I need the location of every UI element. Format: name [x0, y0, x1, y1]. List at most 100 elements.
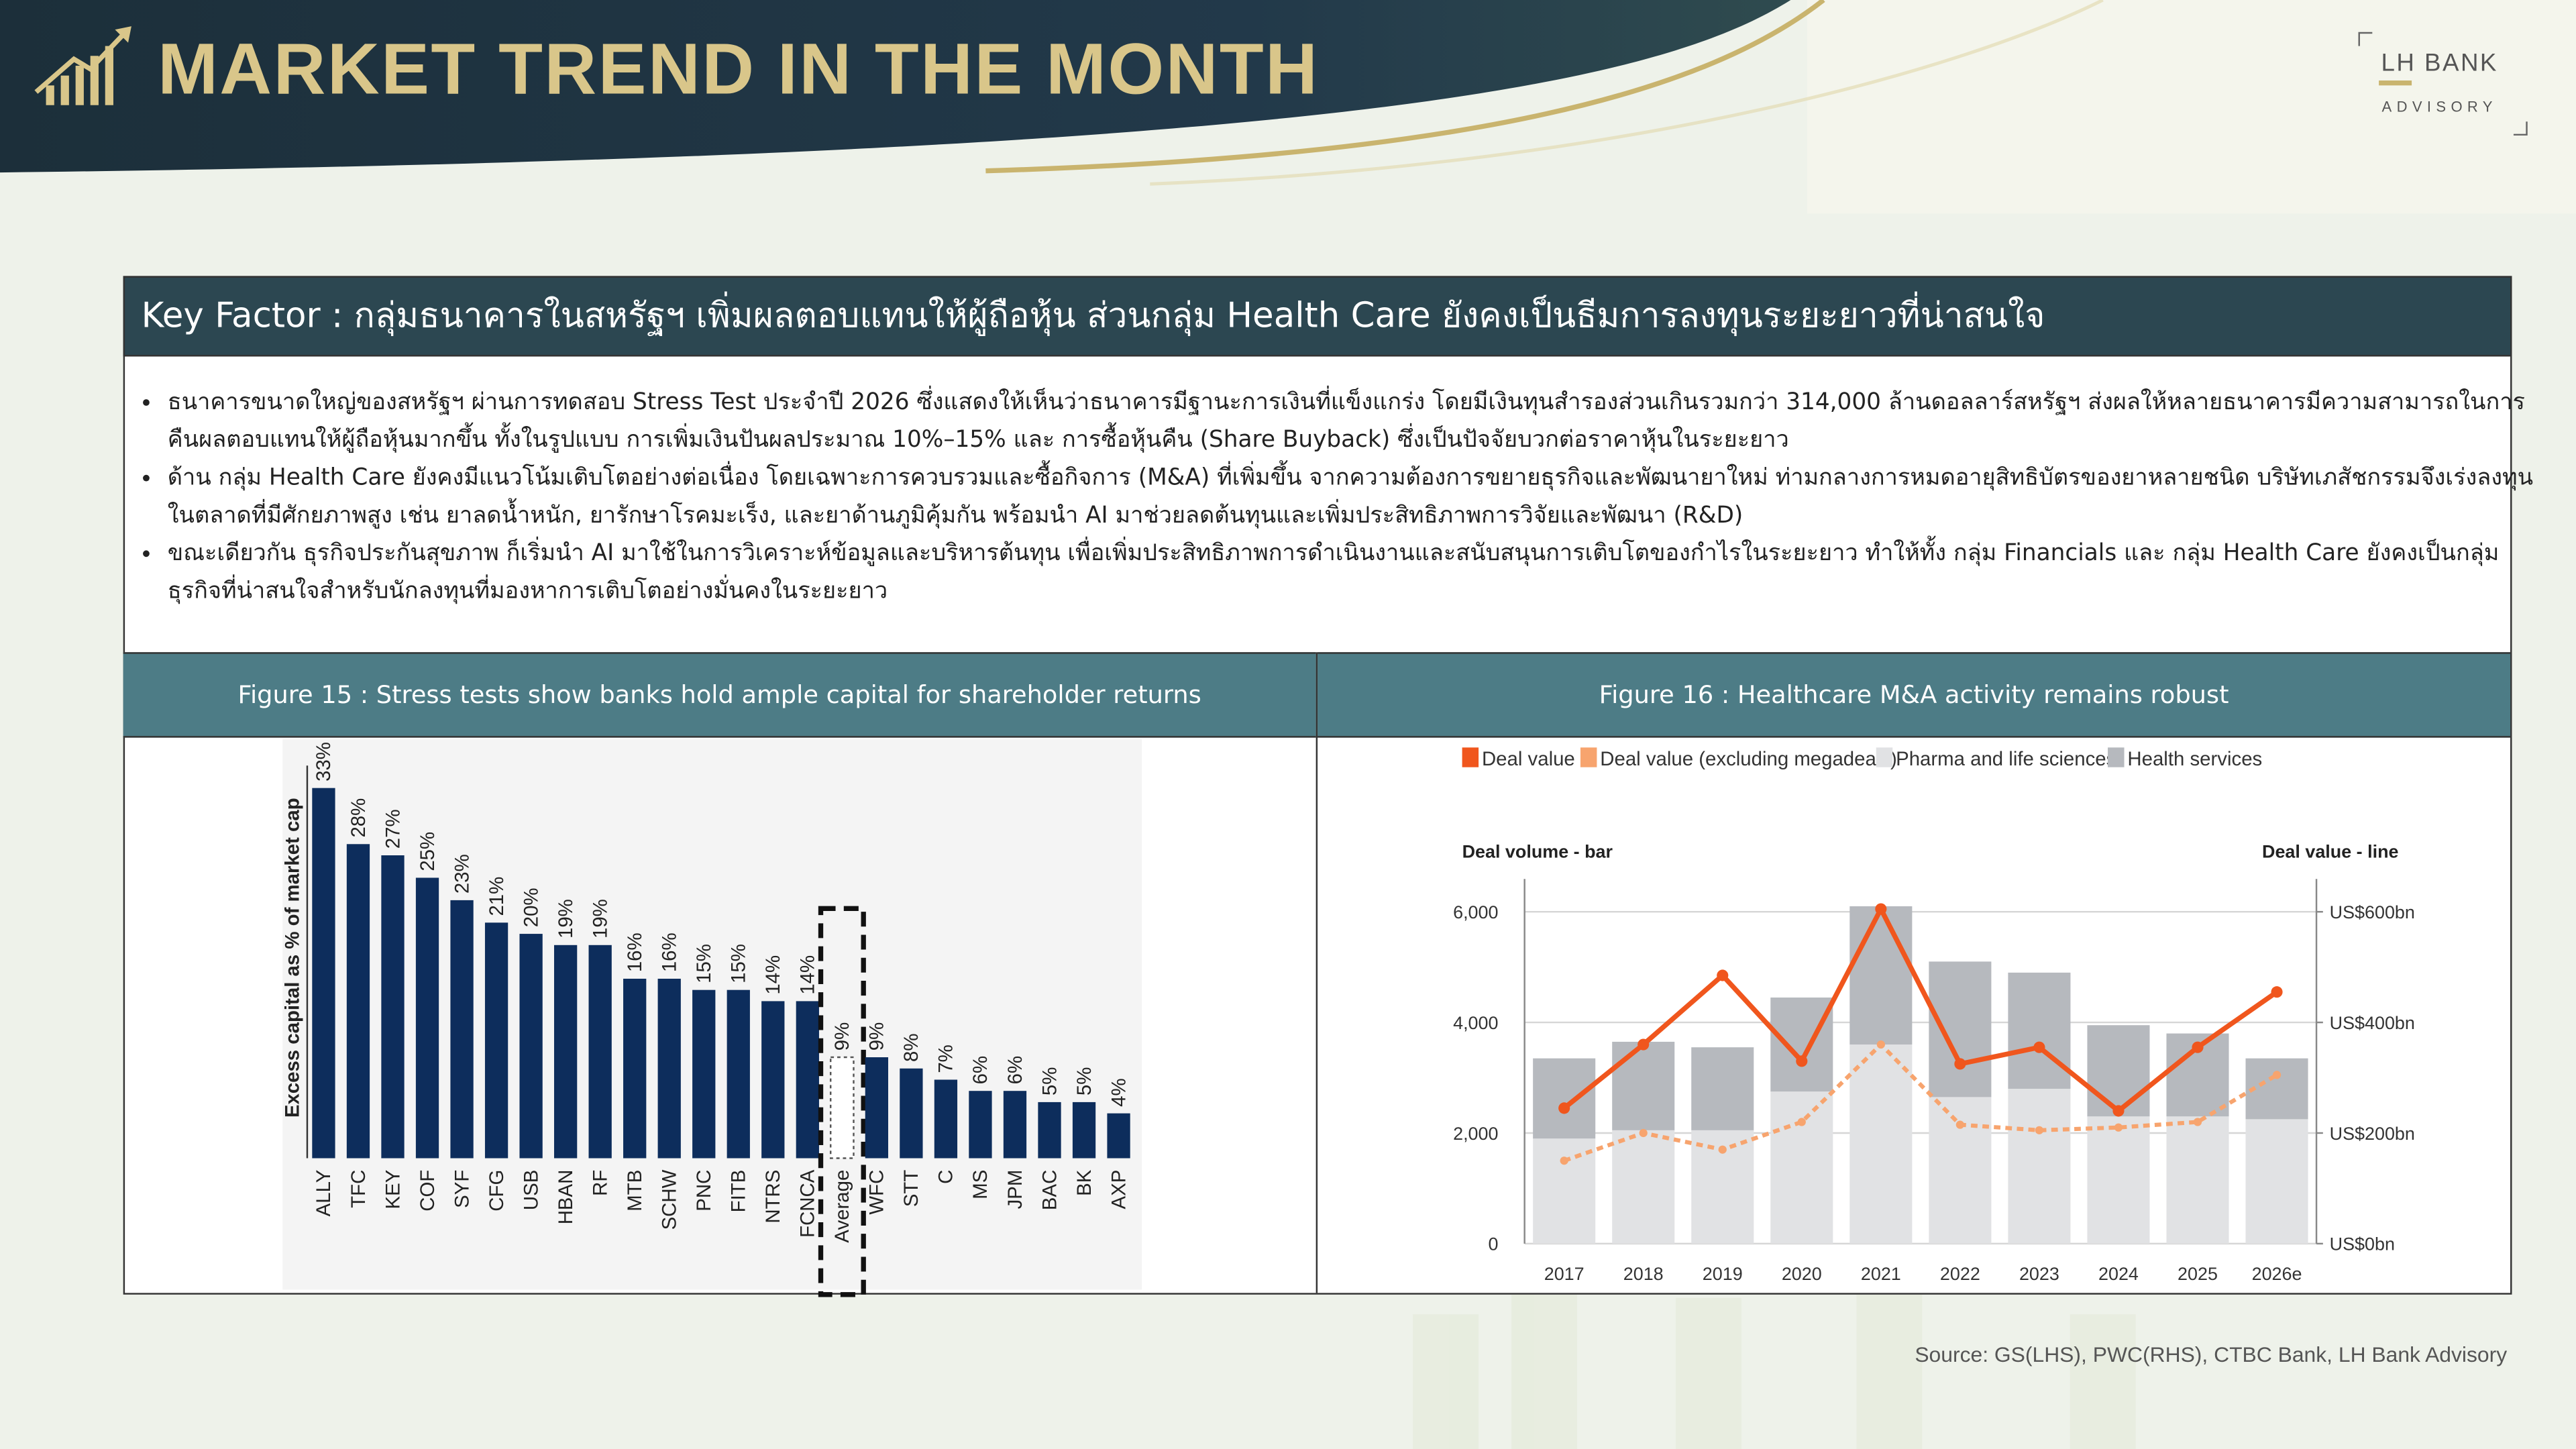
bar	[865, 1057, 889, 1159]
value-label: 33%	[313, 742, 335, 782]
y-tick-label: 2,000	[1453, 1124, 1498, 1144]
x-tick-label: COF	[417, 1170, 439, 1212]
x-tick-label: 2018	[1623, 1264, 1664, 1284]
bar-segment	[1929, 1097, 1992, 1244]
point	[1876, 1040, 1885, 1049]
point	[2193, 1118, 2202, 1126]
x-tick-label: HBAN	[555, 1170, 577, 1225]
bar	[1003, 1091, 1027, 1159]
x-tick-label: 2024	[2098, 1264, 2139, 1284]
x-tick-label: MS	[969, 1170, 991, 1199]
y2-tick-label: US$200bn	[2330, 1124, 2415, 1144]
bar-segment	[1770, 997, 1833, 1092]
point	[1639, 1128, 1648, 1138]
bar-segment	[2166, 1116, 2229, 1244]
x-tick-label: KEY	[382, 1170, 404, 1210]
title-icon	[34, 26, 131, 105]
value-label: 9%	[831, 1022, 853, 1051]
value-label: 14%	[797, 955, 819, 995]
x-tick-label: FITB	[728, 1170, 750, 1213]
bar	[761, 1001, 785, 1159]
point	[1717, 969, 1729, 981]
x-tick-label: STT	[900, 1170, 922, 1208]
point	[1954, 1058, 1966, 1070]
x-tick-label: 2021	[1861, 1264, 1901, 1284]
x-tick-label: MTB	[624, 1170, 646, 1212]
bullet: ขณะเดียวกัน ธุรกิจประกันสุขภาพ ก็เริ่มนำ…	[168, 535, 2534, 611]
bar	[969, 1091, 992, 1159]
bar	[415, 877, 439, 1159]
figure-title: Figure 15 : Stress tests show banks hold…	[123, 652, 1316, 738]
bar	[553, 945, 578, 1159]
value-label: 16%	[659, 932, 681, 972]
bar	[934, 1079, 958, 1159]
bar-segment	[1849, 1044, 1913, 1244]
point	[1718, 1145, 1727, 1154]
legend-label: Pharma and life sciences	[1896, 748, 2116, 770]
x-tick-label: SYF	[451, 1170, 473, 1208]
point	[2271, 986, 2283, 998]
x-tick-label: C	[935, 1170, 957, 1184]
x-tick-label: SCHW	[659, 1169, 681, 1230]
value-label: 15%	[728, 944, 750, 983]
point	[1797, 1118, 1806, 1126]
x-tick-label: 2017	[1544, 1264, 1585, 1284]
bar-segment	[1849, 906, 1913, 1045]
header-band	[0, 0, 1791, 173]
line	[1562, 904, 2279, 1114]
value-label: 5%	[1038, 1067, 1061, 1095]
x-tick-label: 2026e	[2252, 1264, 2302, 1284]
value-label: 19%	[589, 899, 611, 938]
value-label: 19%	[555, 899, 577, 938]
x-tick-label: WFC	[866, 1170, 888, 1215]
x-tick-label: 2025	[2178, 1264, 2218, 1284]
bar-segment	[1612, 1130, 1675, 1244]
value-label: 7%	[935, 1044, 957, 1073]
value-label: 21%	[486, 877, 508, 916]
bar	[519, 934, 543, 1159]
logo-tagline: ADVISORY	[2381, 98, 2498, 115]
value-label: 8%	[900, 1033, 922, 1061]
bar-segment	[2087, 1025, 2150, 1117]
x-tick-label: 2019	[1703, 1264, 1743, 1284]
bar	[829, 1056, 855, 1159]
point	[1560, 1157, 1568, 1165]
x-tick-label: 2020	[1782, 1264, 1822, 1284]
bar	[1107, 1113, 1130, 1159]
y-tick-label: 0	[1488, 1234, 1498, 1254]
logo-frame	[2358, 32, 2528, 136]
x-tick-label: USB	[520, 1170, 542, 1210]
point	[1875, 903, 1887, 915]
value-label: 5%	[1073, 1067, 1095, 1095]
divider	[1316, 652, 1318, 1293]
bullet-list: ธนาคารขนาดใหญ่ของสหรัฐฯ ผ่านการทดสอบ Str…	[135, 384, 2534, 611]
key-factor: Key Factor : กลุ่มธนาคารในสหรัฐฯ เพิ่มผล…	[123, 276, 2512, 357]
bar	[1038, 1102, 1061, 1159]
value-label: 9%	[866, 1022, 888, 1051]
x-tick-label: PNC	[693, 1170, 715, 1212]
y-axis-title: Excess capital as % of market cap	[282, 798, 304, 1118]
bar	[692, 989, 716, 1159]
bar	[727, 989, 750, 1159]
bar	[381, 855, 405, 1159]
x-tick-label: FCNCA	[797, 1169, 819, 1238]
x-tick-label: NTRS	[762, 1170, 784, 1224]
bar-segment	[1770, 1091, 1833, 1244]
line	[1563, 1041, 2278, 1163]
value-label: 6%	[1004, 1056, 1026, 1084]
bar-segment	[1691, 1047, 1754, 1130]
highlight-box	[818, 906, 866, 1297]
bar	[900, 1068, 923, 1159]
bar-segment	[2008, 972, 2071, 1089]
bar-segment	[2008, 1089, 2071, 1244]
value-label: 25%	[417, 832, 439, 871]
point	[1955, 1120, 1965, 1129]
bar	[796, 1001, 819, 1159]
x-tick-label: CFG	[486, 1170, 508, 1212]
combo-chart: 0 2,000 4,000 6,000 US$0bn US$200bn US$400bn US…	[1453, 747, 2415, 1284]
legend-swatch	[1462, 747, 1479, 767]
point	[1796, 1055, 1808, 1067]
